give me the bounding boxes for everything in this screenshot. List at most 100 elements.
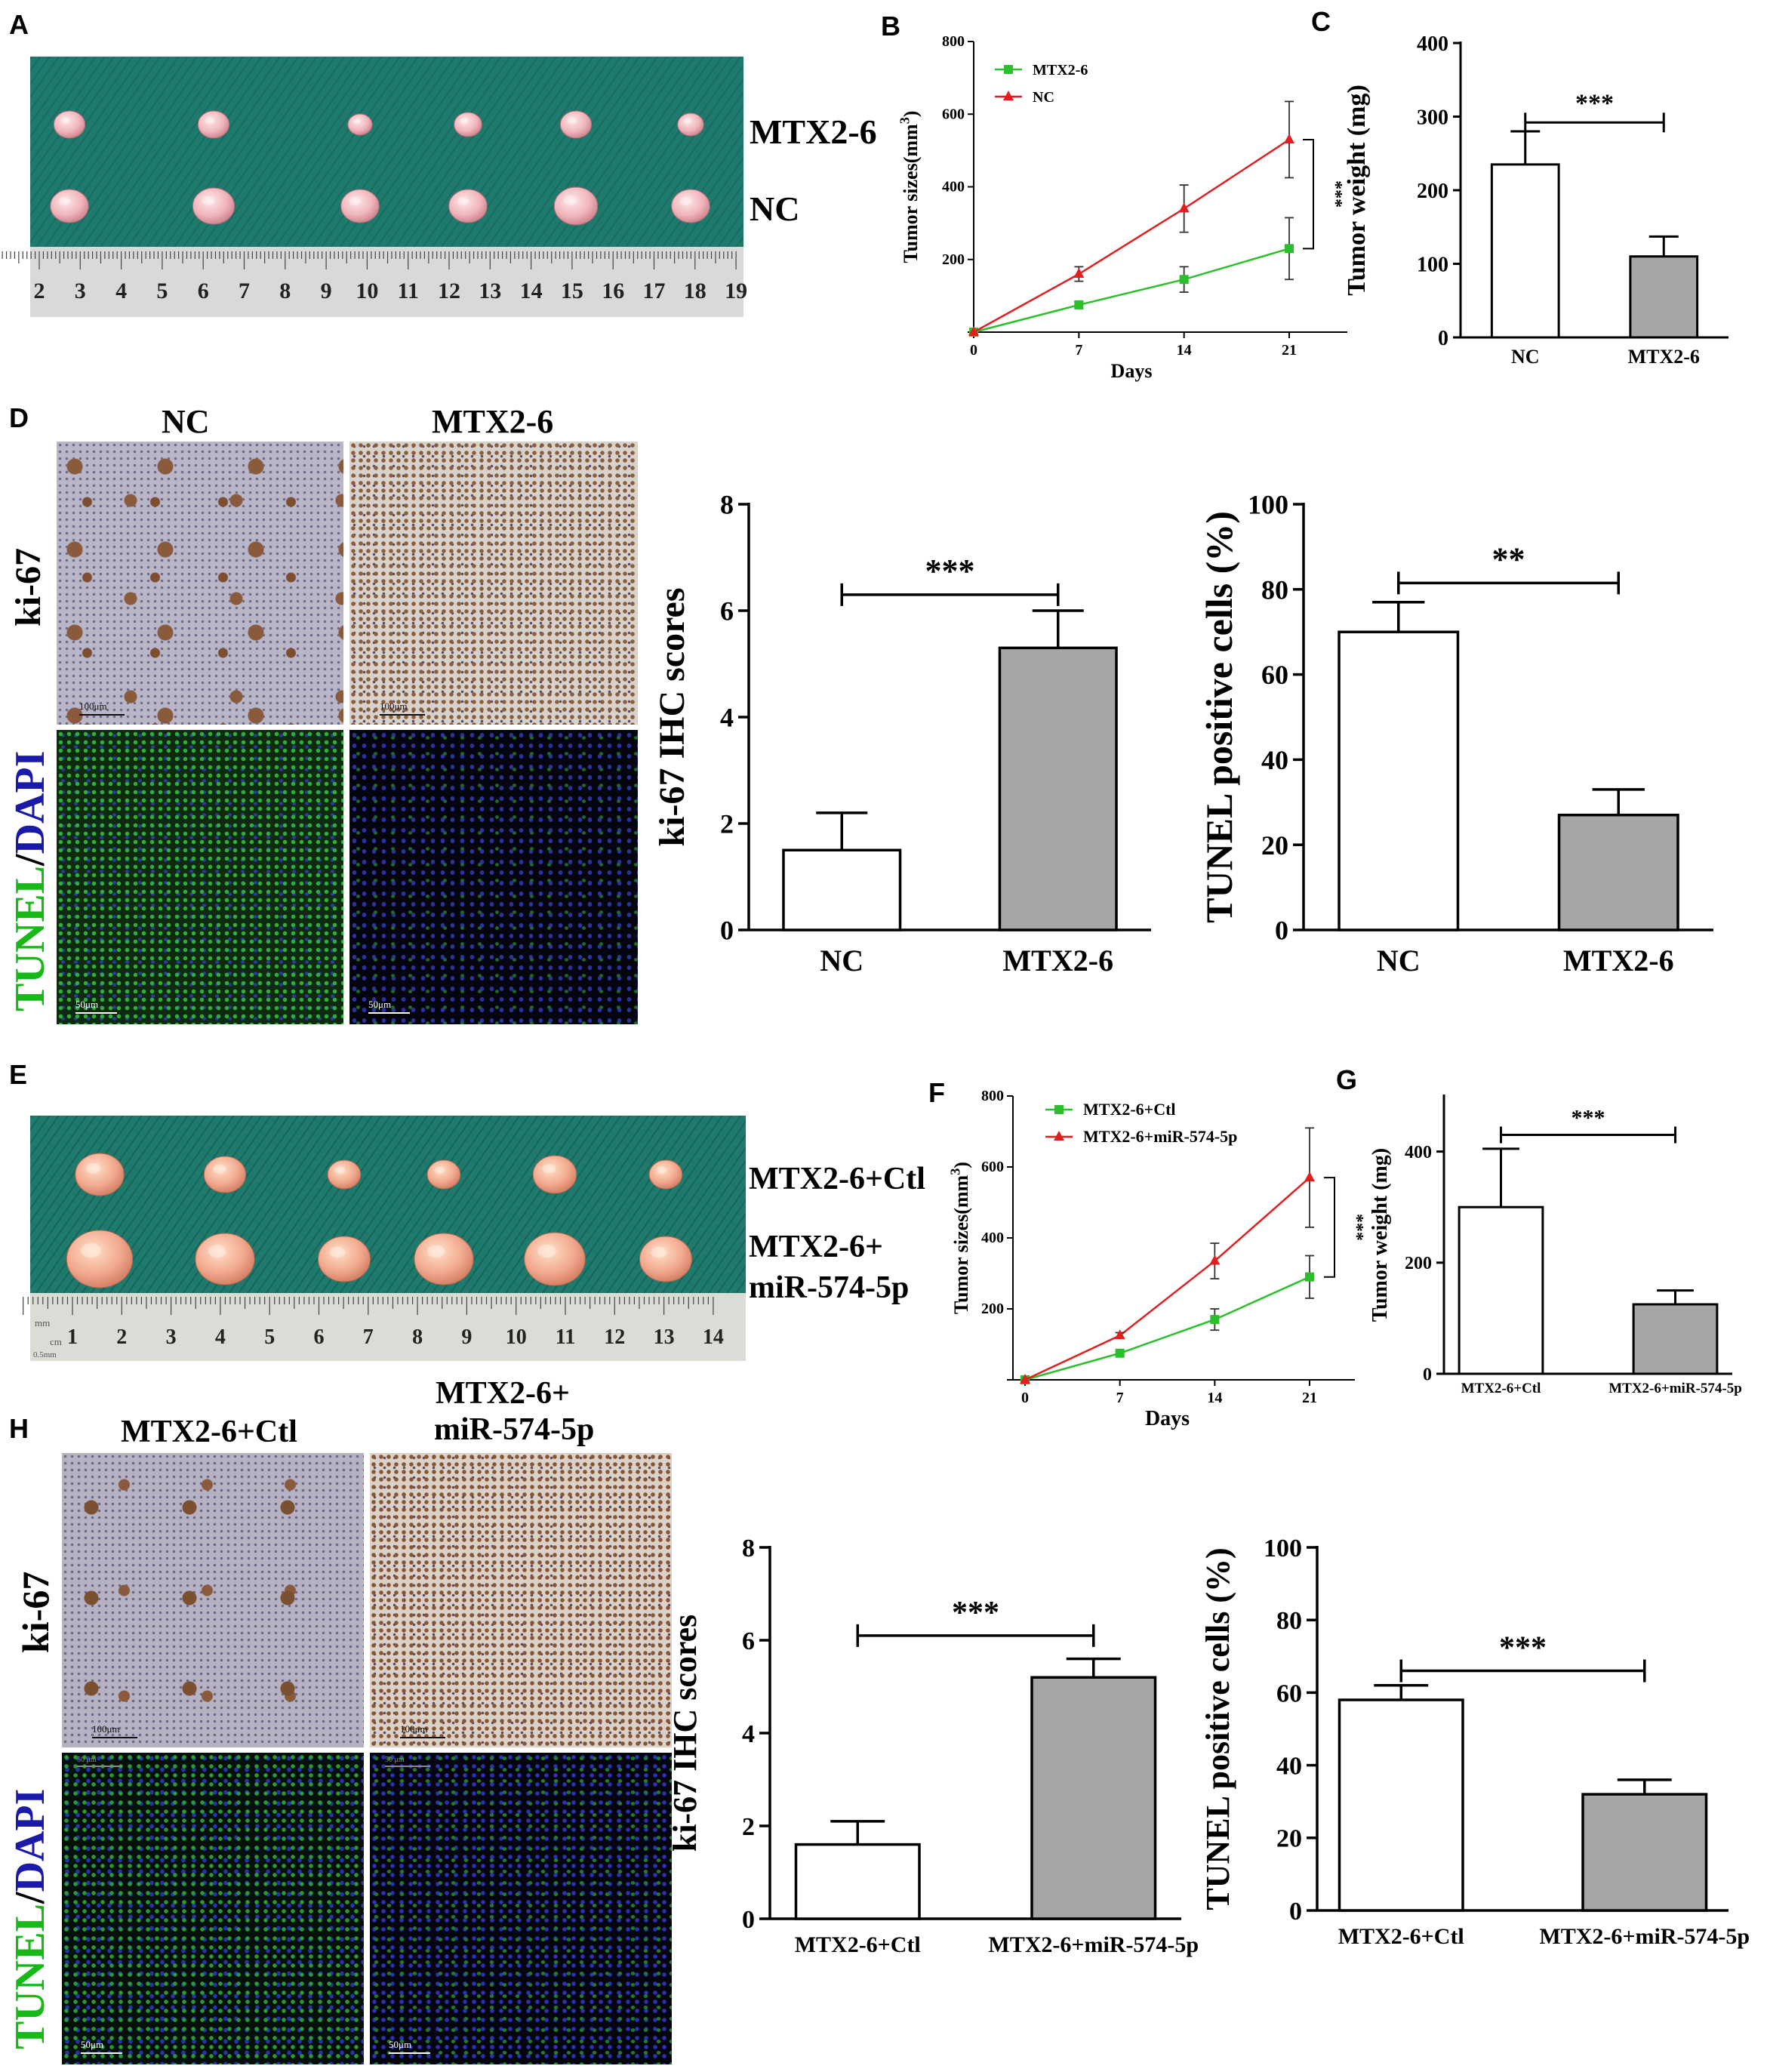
ruler-number: 3 — [166, 1325, 177, 1349]
tumor-highlight — [352, 119, 361, 125]
y-tick-label: 100 — [1248, 490, 1288, 520]
data-point — [1209, 1255, 1221, 1265]
y-axis-title: TUNEL positive cells (%) — [1199, 1547, 1236, 1910]
tumor-highlight — [683, 118, 691, 125]
tumor-highlight — [567, 117, 577, 125]
bar-0 — [794, 1843, 921, 1920]
scale-bar-h-ihc-mir: 100μm — [400, 1723, 445, 1738]
bar-0 — [1338, 1698, 1464, 1912]
tumor — [524, 1232, 586, 1286]
ruler-unit-e-mm: mm — [35, 1317, 51, 1328]
ruler-number: 12 — [604, 1325, 625, 1349]
y-tick-label: 0 — [1289, 1898, 1302, 1926]
y-tick-label: 0 — [1423, 1365, 1432, 1384]
y-tick-label: 0 — [1438, 327, 1448, 350]
dapi-text: DAPI — [7, 750, 54, 854]
ruler-number: 7 — [239, 279, 250, 303]
tumor — [347, 113, 373, 136]
y-tick-label: 300 — [1417, 106, 1448, 129]
y-tick-label: 200 — [1417, 180, 1448, 203]
x-tick-label: 14 — [1207, 1390, 1222, 1406]
tunel-text: TUNEL — [7, 866, 54, 1011]
y-axis-title: ki-67 IHC scores — [666, 1615, 703, 1852]
ihc-image-h-mir: 100μm — [370, 1453, 672, 1747]
tumor — [454, 112, 482, 137]
row-label-h-ki67: ki-67 — [14, 1571, 57, 1653]
bar-0 — [1458, 1205, 1544, 1375]
tumor-highlight — [679, 196, 692, 205]
panel-label-f: F — [928, 1077, 945, 1108]
bar-1 — [998, 646, 1118, 931]
bar-chart-g: 0 200 400 MTX2-6+Ctl MTX2-6+miR-574-5p *** Tum… — [1368, 1094, 1742, 1396]
x-tick-label: NC — [1377, 944, 1421, 978]
y-axis-title: TUNEL positive cells (%) — [1198, 511, 1240, 923]
tumor-highlight — [58, 196, 71, 205]
tumor-highlight — [542, 1164, 556, 1174]
tumor — [340, 189, 380, 223]
group-label-e-mir-1: MTX2-6+ — [749, 1230, 883, 1264]
bar-0 — [1338, 630, 1460, 931]
x-tick-label: MTX2-6+miR-574-5p — [988, 1932, 1199, 1957]
slash-text: / — [7, 854, 54, 867]
x-tick-label: MTX2-6 — [1002, 944, 1113, 978]
y-tick-label: 0 — [1275, 916, 1288, 946]
tumor — [66, 1230, 134, 1288]
tumor-highlight — [205, 117, 214, 125]
scale-bar-h-ihc-ctl: 100μm — [92, 1723, 137, 1738]
y-axis-title: Tumor weight (mg) — [1343, 85, 1371, 296]
ruler-number: 16 — [602, 279, 624, 303]
data-point — [968, 326, 979, 336]
ruler-number: 12 — [438, 279, 460, 303]
col-label-h-mir-2: miR-574-5p — [434, 1412, 595, 1447]
y-axis-title: Tumor weight (mg) — [1368, 1148, 1392, 1322]
scale-bar-h-if-top-ctl: 50 μm — [77, 1756, 122, 1767]
ruler-number: 4 — [215, 1325, 226, 1349]
tumor — [677, 112, 704, 137]
tumor — [53, 110, 86, 139]
tumor-highlight — [434, 1166, 445, 1175]
ruler-number: 15 — [561, 279, 583, 303]
tumor-photo-e: 1 2 3 4 5 6 7 8 9 10 11 12 13 14 — [23, 1116, 746, 1361]
ruler-number: 10 — [356, 279, 378, 303]
bar-1 — [1581, 1793, 1708, 1912]
bar-1 — [1629, 255, 1699, 339]
panel-label-d: D — [9, 402, 29, 433]
x-tick-label: MTX2-6+miR-574-5p — [1539, 1924, 1750, 1949]
tumor — [203, 1156, 247, 1193]
data-point — [1285, 244, 1294, 254]
ruler-number: 3 — [75, 279, 86, 303]
scale-bar-h-if-ctl: 50μm — [81, 2039, 122, 2054]
tumor — [426, 1159, 461, 1190]
scale-bar-h-if-top-mir: 50 μm — [385, 1756, 430, 1767]
x-tick-label: MTX2-6+Ctl — [1461, 1381, 1541, 1396]
panel-label-g: G — [1336, 1064, 1358, 1095]
ruler-number: 11 — [398, 279, 419, 303]
tumor-highlight — [651, 1246, 667, 1258]
legend-label: MTX2-6 — [1033, 62, 1088, 79]
ruler-number: 19 — [725, 279, 747, 303]
y-tick-label: 400 — [942, 179, 965, 196]
series-line-1 — [1024, 1177, 1310, 1381]
legend-label: MTX2-6+Ctl — [1083, 1100, 1176, 1119]
y-tick-label: 0 — [742, 1906, 755, 1934]
ruler-number: 2 — [34, 279, 45, 303]
y-tick-label: 800 — [942, 33, 965, 50]
y-tick-label: 20 — [1276, 1825, 1302, 1853]
ruler-number: 10 — [506, 1325, 527, 1349]
y-tick-label: 200 — [942, 251, 965, 268]
y-tick-label: 2 — [720, 809, 734, 839]
tunel-image-h-ctl: 50 μm 50μm — [62, 1753, 364, 2064]
bar-1 — [1557, 813, 1679, 931]
tunel-text-h: TUNEL — [7, 1904, 54, 2049]
y-tick-label: 20 — [1261, 830, 1288, 861]
x-tick-label: 21 — [1302, 1390, 1317, 1406]
ruler-number: 8 — [412, 1325, 423, 1349]
tunel-image-d-mtx: 50μm — [349, 730, 638, 1024]
y-tick-label: 600 — [981, 1159, 1004, 1175]
x-tick-label: 7 — [1075, 342, 1082, 359]
ihc-image-d-mtx: 100μm — [349, 442, 638, 725]
significance-stars: *** — [1325, 180, 1345, 208]
tumor — [195, 1233, 255, 1285]
x-tick-label: MTX2-6+Ctl — [795, 1932, 921, 1957]
